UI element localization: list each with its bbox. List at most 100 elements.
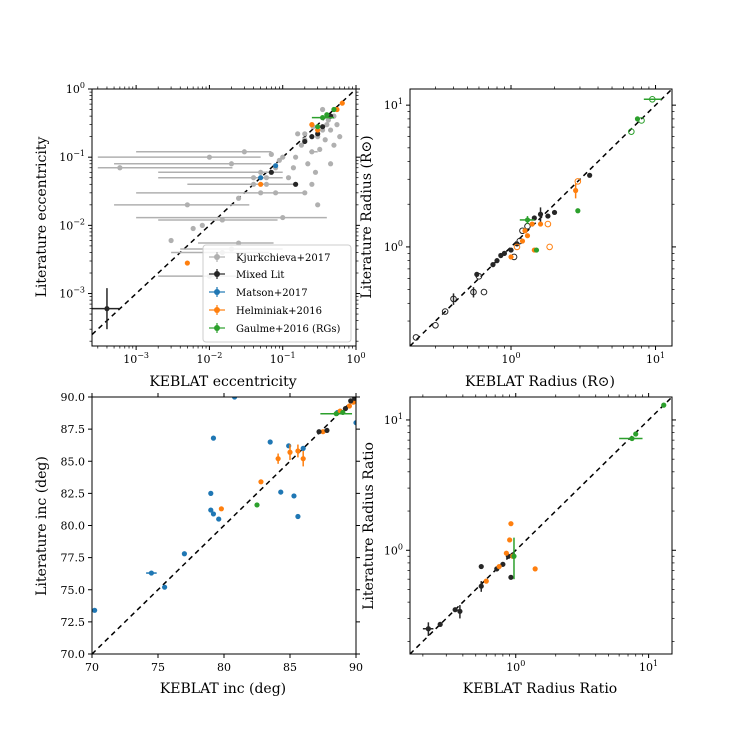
tick-label: 82.5 <box>61 487 86 500</box>
data-point <box>295 131 301 137</box>
data-point <box>291 493 297 499</box>
data-point <box>206 154 213 160</box>
data-point <box>319 115 326 121</box>
data-point <box>507 537 513 543</box>
data-point <box>208 507 214 513</box>
series-mixed-lit <box>422 552 516 636</box>
plot-marks <box>410 397 672 654</box>
data-point <box>340 409 346 416</box>
legend-entry: Helminiak+2016 <box>209 305 322 317</box>
data-point-open <box>450 295 457 303</box>
data-point <box>474 271 480 277</box>
tick-label: 70 <box>85 661 99 674</box>
data-point <box>199 222 205 228</box>
data-point <box>268 151 274 157</box>
data-point <box>551 209 558 216</box>
tick-label: 10−3 <box>59 286 85 301</box>
data-point <box>524 217 531 223</box>
tick-label: 72.5 <box>61 616 86 629</box>
data-point-open <box>513 243 521 251</box>
data-point <box>280 214 286 221</box>
data-point <box>92 607 98 613</box>
series-matson-2017 <box>92 397 356 613</box>
data-point <box>208 490 214 496</box>
data-point <box>348 398 354 404</box>
data-point <box>524 233 531 239</box>
data-point <box>508 254 514 260</box>
data-point <box>511 553 517 559</box>
legend-entry: Kjurkchieva+2017 <box>209 252 330 264</box>
legend-label: Helminiak+2016 <box>236 306 322 317</box>
data-point <box>263 181 270 187</box>
data-point <box>508 521 514 527</box>
data-point <box>300 445 306 451</box>
data-point <box>216 516 222 522</box>
data-point <box>483 578 489 584</box>
data-point <box>273 190 279 196</box>
data-point <box>496 563 502 570</box>
series-gaulme-2016-rgs <box>254 409 353 508</box>
data-point <box>331 142 337 148</box>
data-point <box>317 146 323 153</box>
tick-label: 100 <box>66 81 85 96</box>
data-point <box>258 175 264 181</box>
legend-entry: Matson+2017 <box>209 287 308 299</box>
data-point <box>295 513 301 520</box>
series-helminiak-2016 <box>508 178 582 260</box>
data-point <box>285 175 292 181</box>
data-point-open <box>649 95 656 103</box>
tick-label: 90 <box>349 661 363 674</box>
data-point <box>305 161 311 167</box>
data-point-open <box>546 243 553 251</box>
tick-label: 90.0 <box>61 391 86 404</box>
panel-radius-ratio: 100 101 100 101 KEBLAT Radius Ratio Literat… <box>361 393 676 697</box>
tick-label: 101 <box>384 97 403 112</box>
data-point <box>302 131 308 137</box>
tick-label: 85.0 <box>61 455 86 468</box>
tick-label: 101 <box>646 351 665 366</box>
data-point <box>537 211 544 217</box>
legend-label: Mixed Lit <box>236 270 284 281</box>
data-point <box>219 217 225 223</box>
data-point <box>275 456 281 462</box>
data-point <box>315 202 321 208</box>
tick-label: 10−1 <box>270 351 296 366</box>
tick-label: 70.0 <box>61 648 86 661</box>
plot-marks <box>92 397 356 654</box>
panel-eccentricity: 10−3 10−2 10−1 100 10−3 10−2 10−1 100 KEBLAT ec… <box>34 81 366 390</box>
data-point <box>280 154 286 160</box>
data-point <box>327 161 334 167</box>
data-point <box>529 221 535 227</box>
legend-entry: Gaulme+2016 (RGs) <box>209 323 341 335</box>
data-point <box>309 181 315 187</box>
data-point <box>302 138 308 145</box>
tick-label: 10−1 <box>59 149 85 164</box>
data-point <box>425 626 431 632</box>
data-point <box>537 221 544 227</box>
x-axis-label: KEBLAT Radius (R⊙) <box>465 374 615 390</box>
tick-label: 80.0 <box>61 520 86 533</box>
panel-inclination: 70 75 80 85 90 70.0 72.5 75.0 77.5 80.0 82.5 85.0 87… <box>34 391 363 697</box>
data-point <box>629 435 635 442</box>
legend-label: Kjurkchieva+2017 <box>236 253 330 264</box>
data-point <box>231 397 238 400</box>
data-point <box>478 563 484 570</box>
data-point <box>324 112 330 118</box>
data-point <box>490 262 496 268</box>
series-mixed-lit <box>92 113 334 330</box>
plot-marks <box>410 89 672 346</box>
series-gaulme-2016-rgs <box>511 402 667 580</box>
data-point <box>315 124 321 130</box>
data-point <box>532 566 538 572</box>
data-point <box>241 149 247 155</box>
data-point <box>315 131 321 137</box>
data-point <box>293 181 299 187</box>
data-point <box>324 427 330 434</box>
data-point-open <box>480 288 488 296</box>
data-point <box>319 124 326 130</box>
data-point <box>309 122 315 128</box>
tick-label: 101 <box>384 412 403 427</box>
axes-frame <box>409 88 673 347</box>
data-point <box>218 506 224 512</box>
